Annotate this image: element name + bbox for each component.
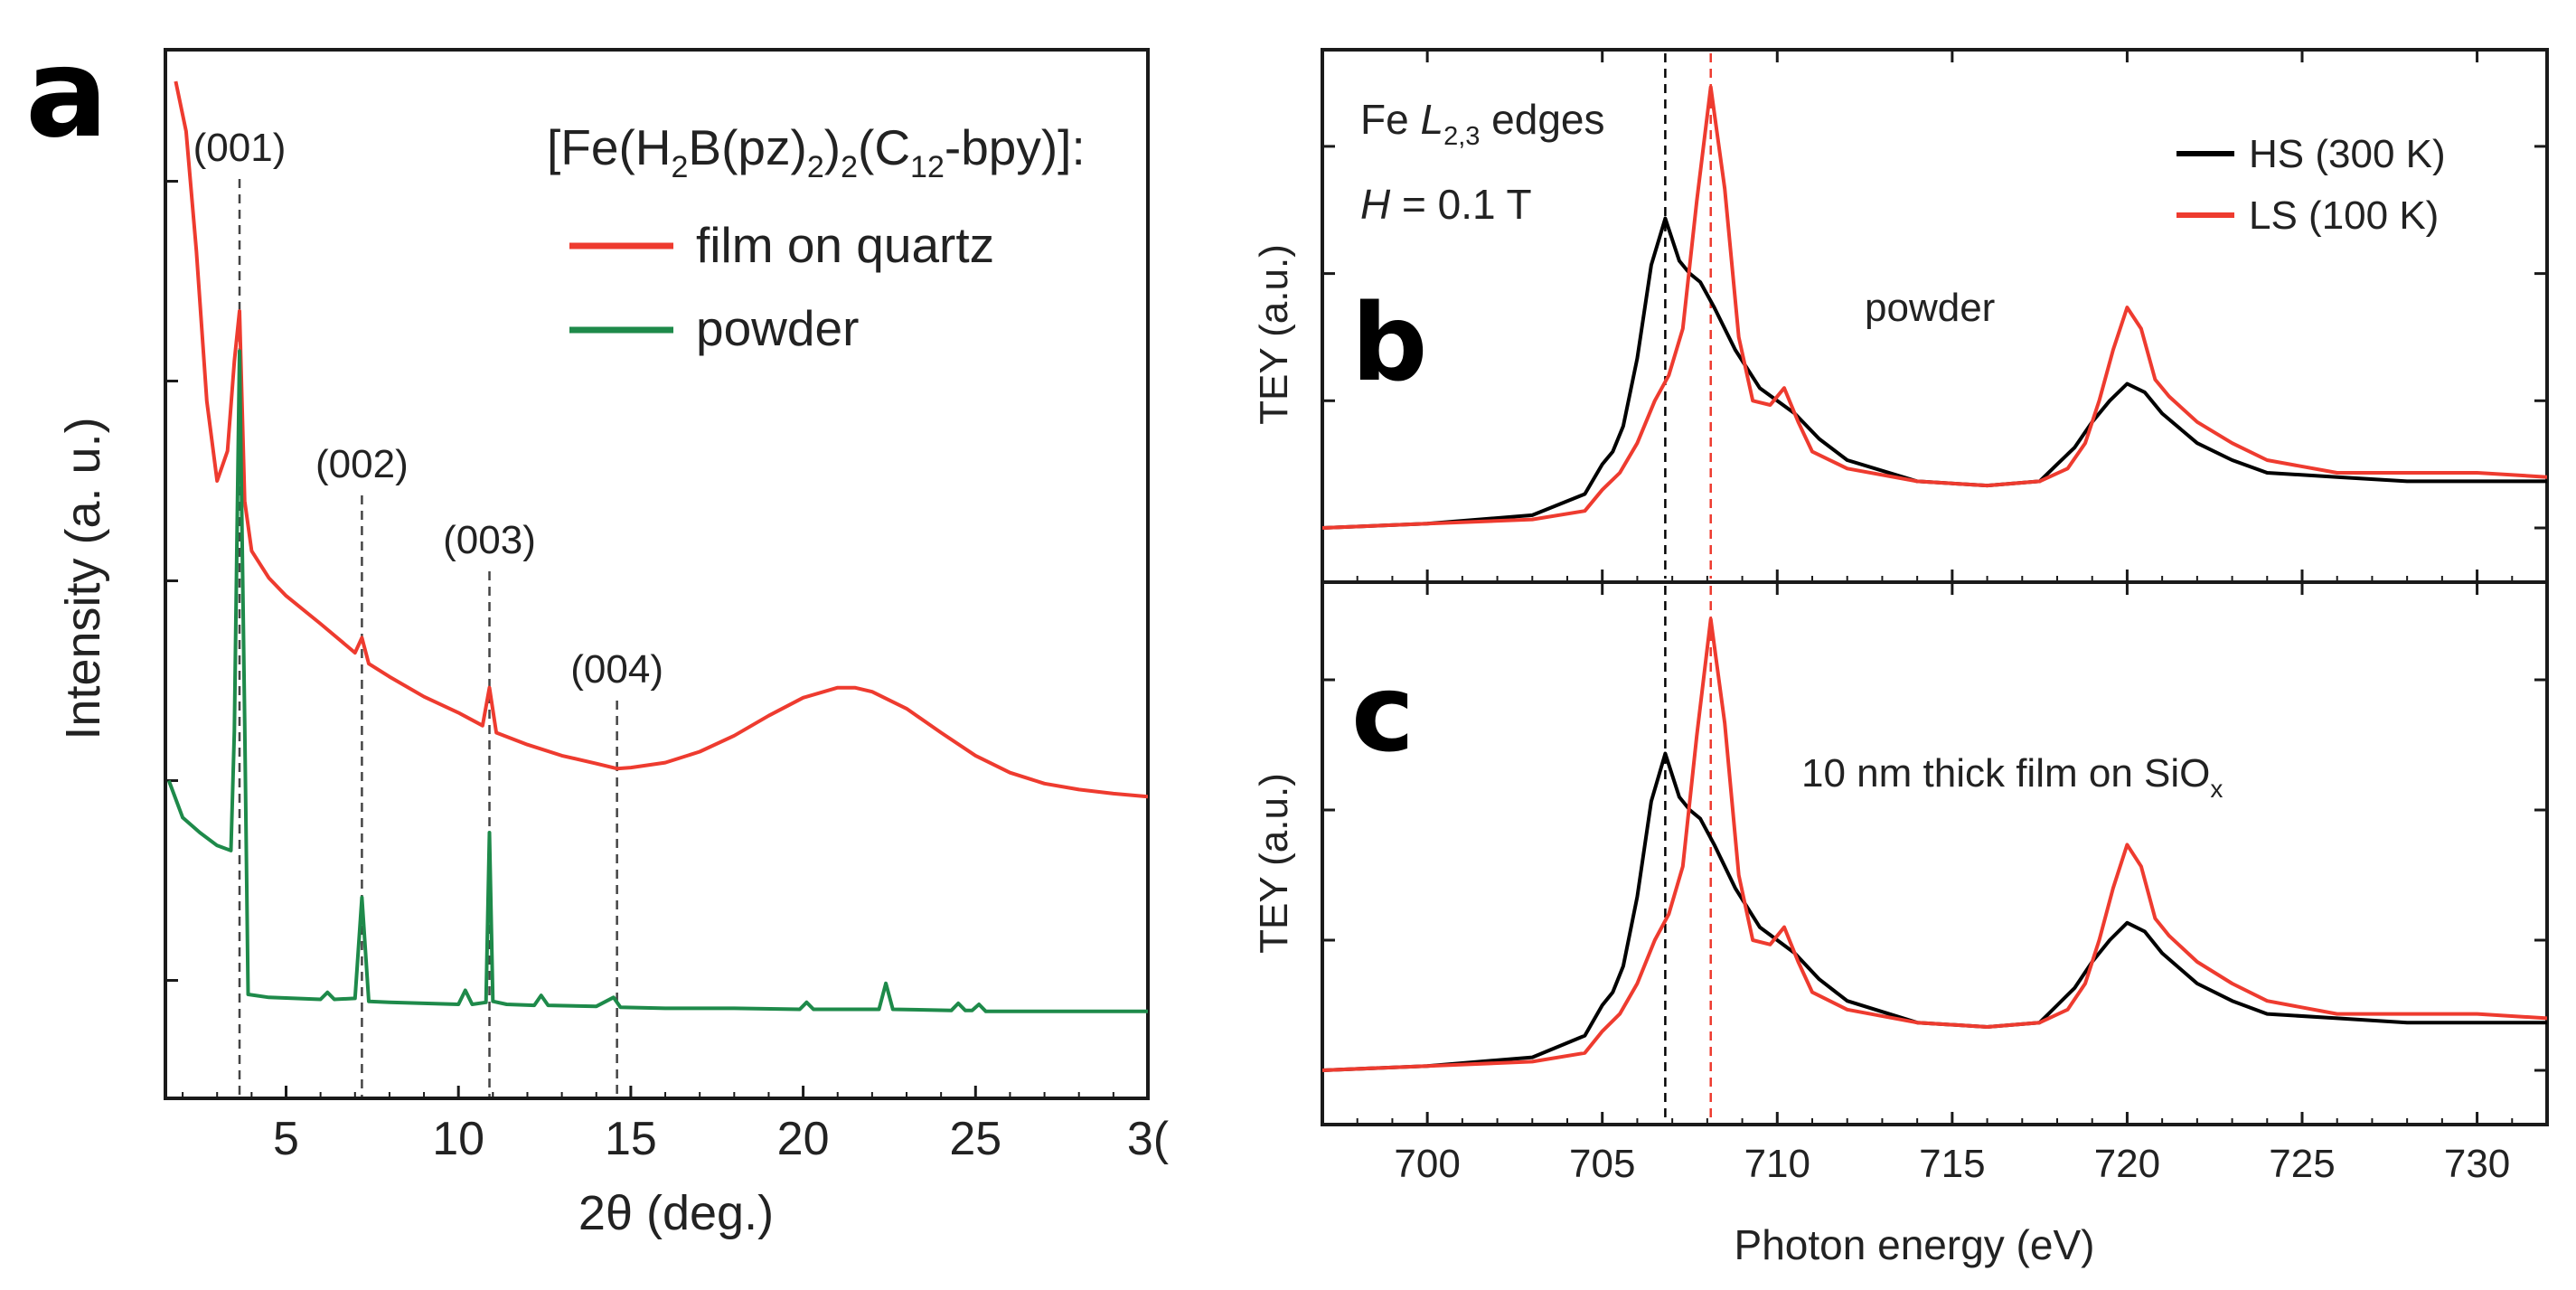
panel-a-x-tick-label: 10 xyxy=(432,1113,484,1165)
panel-a-x-tick-label: 3( xyxy=(1127,1113,1170,1165)
panel-a-series-powder xyxy=(166,349,1148,1013)
panel-c-x-axis-label: Photon energy (eV) xyxy=(1735,1221,2095,1268)
panel-a-series-film-on-quartz xyxy=(174,80,1148,799)
c-x-tick-label: 715 xyxy=(1919,1142,1985,1186)
panel-a-x-tick-label: 5 xyxy=(273,1113,299,1165)
panel-letter-a: a xyxy=(25,23,108,165)
panel-a: 5 10 15 20 25 3( (001) (002) (003) (004) 2θ (deg… xyxy=(56,48,1170,1240)
panel-a-reflection-label-002: (002) xyxy=(315,442,409,486)
c-series-ls-100-k xyxy=(1322,617,2547,1072)
panel-a-legend-label-powder: powder xyxy=(696,300,859,356)
panel-b-legend-label-ls: LS (100 K) xyxy=(2249,193,2439,238)
panel-b: Fe L2,3 edges H = 0.1 T powder HS (300 K… xyxy=(1252,48,2549,584)
panel-a-reflection-labels: (001) (002) (003) (004) xyxy=(193,126,663,692)
panel-a-reflection-label-001: (001) xyxy=(193,126,287,170)
panel-letter-c: c xyxy=(1351,651,1415,776)
c-x-tick-label: 720 xyxy=(2094,1142,2160,1186)
panel-letter-b: b xyxy=(1351,280,1427,405)
panel-a-reflection-label-004: (004) xyxy=(570,647,663,692)
panel-a-x-tick-labels: 5 10 15 20 25 3( xyxy=(273,1113,1170,1165)
c-x-tick-label: 700 xyxy=(1394,1142,1460,1186)
panel-b-y-axis-label: TEY (a.u.) xyxy=(1252,244,1296,425)
panel-a-series xyxy=(166,80,1148,1013)
panel-a-legend-title: [Fe(H2B(pz)2)2(C12-bpy)]: xyxy=(547,119,1086,184)
panel-c-sample-label: 10 nm thick film on SiOx xyxy=(1801,751,2223,803)
panel-c: 700 705 710 715 720 725 730 10 nm thick film o… xyxy=(1252,580,2549,1268)
c-series-hs-300-k xyxy=(1322,751,2547,1072)
panel-b-legend-label-hs: HS (300 K) xyxy=(2249,132,2446,176)
panel-c-x-tick-labels: 700 705 710 715 720 725 730 xyxy=(1394,1142,2510,1186)
panel-a-x-tick-label: 25 xyxy=(949,1113,1001,1165)
panel-a-reflection-label-003: (003) xyxy=(443,518,536,562)
c-x-tick-label: 730 xyxy=(2444,1142,2510,1186)
panel-a-x-tick-label: 20 xyxy=(777,1113,830,1165)
c-x-tick-label: 710 xyxy=(1744,1142,1810,1186)
panel-b-annotation-field: H = 0.1 T xyxy=(1360,181,1532,228)
panel-c-frame xyxy=(1321,580,2549,1126)
panel-c-edge-markers xyxy=(1664,586,1712,1121)
b-series-hs-300-k xyxy=(1322,216,2547,530)
panel-b-edge-markers xyxy=(1664,53,1712,579)
panel-a-y-axis-label: Intensity (a. u.) xyxy=(56,417,110,739)
panel-a-ticks xyxy=(165,180,1150,1098)
c-x-tick-label: 725 xyxy=(2269,1142,2335,1186)
panel-b-annotation-edges: Fe L2,3 edges xyxy=(1360,96,1605,151)
panel-c-ticks xyxy=(1322,582,2548,1125)
panel-b-legend: HS (300 K) LS (100 K) xyxy=(2176,132,2446,238)
panel-a-x-tick-label: 15 xyxy=(605,1113,657,1165)
panel-b-sample-label: powder xyxy=(1865,286,1995,330)
c-x-tick-label: 705 xyxy=(1569,1142,1635,1186)
panel-a-legend-label-film: film on quartz xyxy=(696,217,994,273)
panel-c-series xyxy=(1322,617,2547,1072)
panel-b-series xyxy=(1322,85,2547,530)
panel-c-y-axis-label: TEY (a.u.) xyxy=(1252,773,1296,954)
panel-a-legend: [Fe(H2B(pz)2)2(C12-bpy)]: film on quartz… xyxy=(547,119,1086,356)
panel-a-x-axis-label: 2θ (deg.) xyxy=(578,1186,774,1240)
panel-a-frame xyxy=(164,48,1150,1100)
b-series-ls-100-k xyxy=(1322,85,2547,530)
